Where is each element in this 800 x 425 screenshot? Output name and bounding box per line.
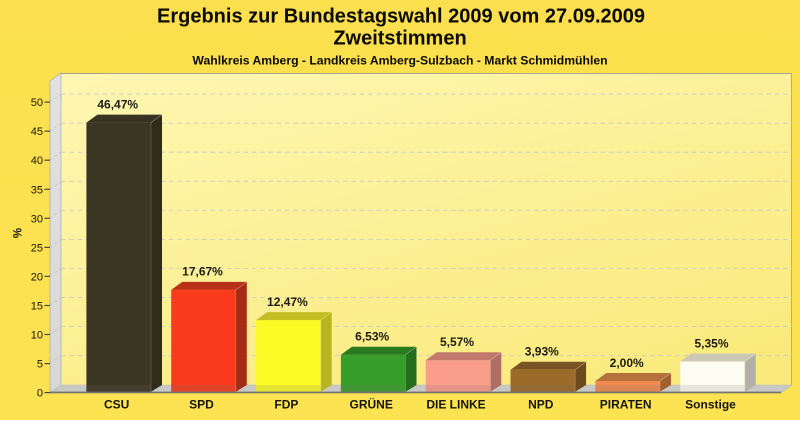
svg-text:17,67%: 17,67% [182,265,223,279]
svg-text:6,53%: 6,53% [355,330,389,344]
svg-text:5: 5 [37,359,43,371]
svg-text:10: 10 [31,330,43,342]
svg-text:40: 40 [31,155,43,167]
svg-text:25: 25 [31,242,43,254]
svg-text:SPD: SPD [189,398,214,412]
svg-text:GRÜNE: GRÜNE [350,397,393,412]
svg-text:5,57%: 5,57% [440,335,474,349]
svg-text:3,93%: 3,93% [525,345,559,359]
svg-text:35: 35 [31,184,43,196]
svg-text:5,35%: 5,35% [694,336,728,350]
svg-text:Zweitstimmen: Zweitstimmen [333,28,466,50]
svg-text:DIE LINKE: DIE LINKE [426,398,485,412]
svg-text:0: 0 [37,388,43,400]
svg-text:2,00%: 2,00% [610,356,644,370]
svg-text:FDP: FDP [274,398,298,412]
svg-text:NPD: NPD [528,398,554,412]
svg-text:50: 50 [31,97,43,109]
svg-text:Wahlkreis Amberg - Landkreis A: Wahlkreis Amberg - Landkreis Amberg-Sulz… [192,54,607,68]
svg-text:Sonstige: Sonstige [685,398,736,412]
svg-text:45: 45 [31,126,43,138]
svg-text:Ergebnis zur Bundestagswahl 20: Ergebnis zur Bundestagswahl 2009 vom 27.… [157,6,645,28]
svg-text:12,47%: 12,47% [267,295,308,309]
svg-text:46,47%: 46,47% [97,97,138,111]
svg-text:30: 30 [31,213,43,225]
svg-text:PIRATEN: PIRATEN [600,398,652,412]
svg-text:15: 15 [31,301,43,313]
svg-text:%: % [13,228,25,238]
svg-text:20: 20 [31,271,43,283]
svg-text:CSU: CSU [104,398,129,412]
